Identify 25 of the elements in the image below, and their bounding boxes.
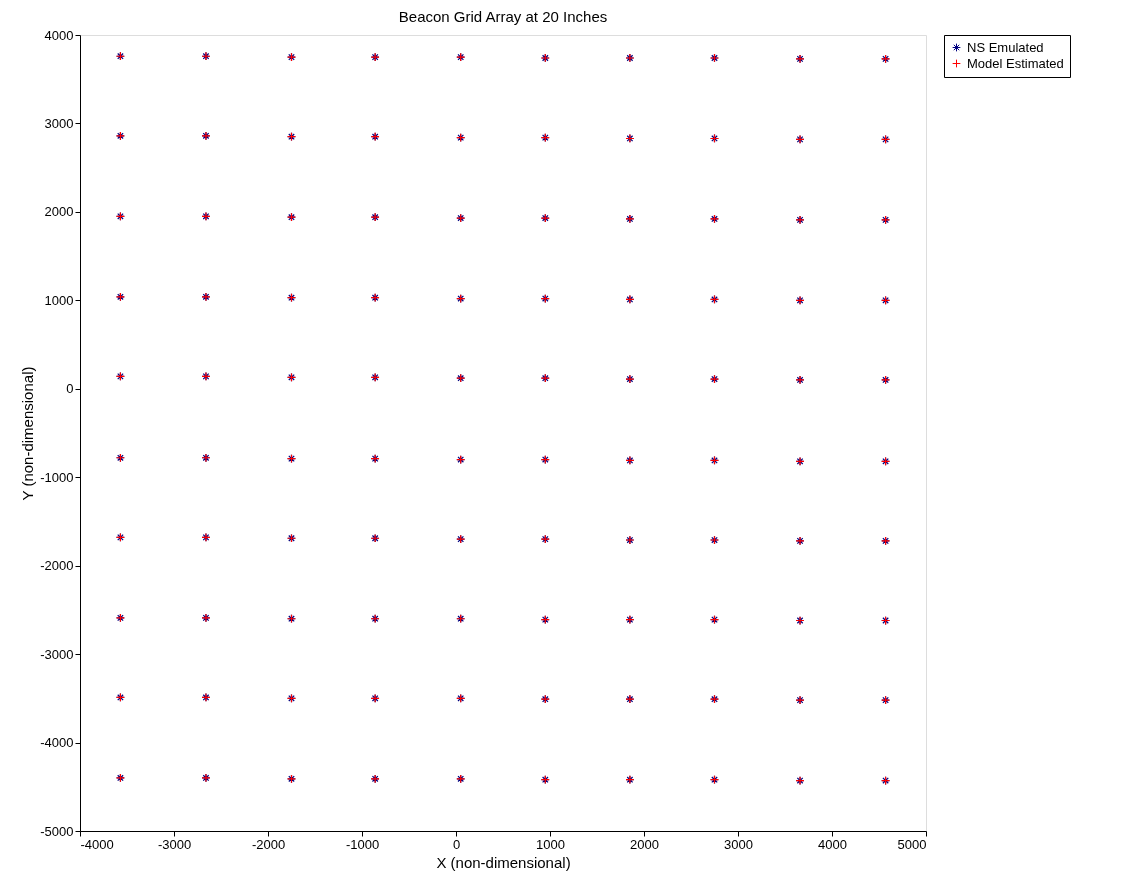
legend-label: NS Emulated [967,39,1044,55]
y-tick-label: 0 [66,381,74,397]
y-axis-title: Y (non-dimensional) [19,366,37,501]
y-tick-label: -4000 [40,735,74,751]
y-tick-label: -5000 [40,823,74,839]
x-axis-title: X (non-dimensional) [436,853,571,871]
x-tick-label: 0 [452,836,461,852]
x-tick-label: 2000 [630,836,659,852]
x-tick-label: -1000 [345,836,380,852]
x-tick-label: -3000 [157,836,192,852]
y-tick-label: 2000 [44,204,74,220]
x-tick-label: 3000 [724,836,753,852]
x-tick-label: -2000 [251,836,286,852]
y-tick-label: 3000 [44,115,74,131]
x-tick-label: 5000 [897,836,927,852]
chart-title: Beacon Grid Array at 20 Inches [398,8,608,25]
y-tick-label: 1000 [44,292,74,308]
x-tick-label: 1000 [536,836,565,852]
y-tick-label: -2000 [40,558,74,574]
y-tick-label: 4000 [44,27,74,43]
x-tick-label: -4000 [80,836,114,852]
y-tick-label: -1000 [40,469,74,485]
y-tick-label: -3000 [40,646,74,662]
x-tick-label: 4000 [818,836,847,852]
legend-label: Model Estimated [967,55,1064,71]
